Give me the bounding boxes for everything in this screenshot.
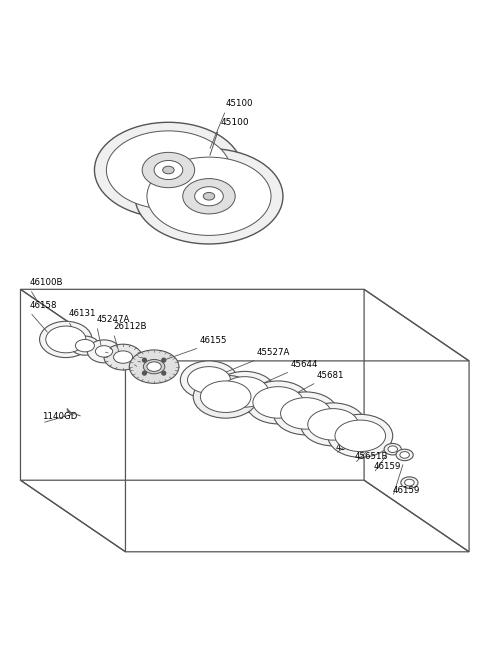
Circle shape (162, 371, 166, 375)
Ellipse shape (147, 362, 161, 371)
Text: 46158: 46158 (30, 301, 58, 310)
Circle shape (162, 358, 166, 362)
Ellipse shape (300, 403, 365, 446)
Ellipse shape (142, 153, 195, 188)
Circle shape (143, 358, 146, 362)
Polygon shape (95, 170, 283, 196)
Text: 46155: 46155 (199, 336, 227, 345)
Text: 45247A: 45247A (97, 314, 130, 324)
Text: 45577A: 45577A (336, 443, 369, 451)
Ellipse shape (214, 371, 276, 413)
Ellipse shape (144, 360, 165, 374)
Text: 45100: 45100 (221, 118, 250, 127)
Text: 46100B: 46100B (30, 278, 63, 287)
Ellipse shape (71, 336, 99, 355)
Ellipse shape (253, 386, 303, 418)
Ellipse shape (75, 339, 95, 352)
Ellipse shape (200, 381, 251, 413)
Text: 46159: 46159 (393, 485, 420, 495)
Text: 45527A: 45527A (257, 348, 290, 357)
Ellipse shape (193, 375, 258, 418)
Ellipse shape (281, 398, 331, 429)
Text: 46159: 46159 (373, 462, 401, 471)
Ellipse shape (308, 409, 359, 440)
Ellipse shape (129, 350, 179, 383)
Ellipse shape (405, 479, 414, 486)
Ellipse shape (96, 346, 113, 357)
Circle shape (143, 371, 146, 375)
Text: 1140GD: 1140GD (42, 411, 77, 421)
Ellipse shape (46, 326, 86, 353)
Text: 26112B: 26112B (114, 322, 147, 331)
Ellipse shape (180, 361, 238, 399)
Ellipse shape (147, 157, 271, 235)
Ellipse shape (154, 160, 183, 179)
Ellipse shape (401, 477, 418, 489)
Ellipse shape (104, 345, 142, 370)
Ellipse shape (87, 340, 120, 363)
Ellipse shape (39, 322, 92, 358)
Text: 45681: 45681 (316, 371, 344, 380)
Ellipse shape (384, 443, 401, 455)
Text: 45651B: 45651B (355, 452, 388, 461)
Text: 45643C: 45643C (206, 381, 240, 390)
Ellipse shape (246, 381, 311, 424)
Ellipse shape (274, 392, 338, 435)
Ellipse shape (95, 122, 242, 217)
Ellipse shape (188, 367, 230, 394)
Ellipse shape (203, 193, 215, 200)
Text: 45644: 45644 (290, 360, 318, 369)
Ellipse shape (400, 451, 409, 458)
Ellipse shape (388, 446, 397, 453)
Text: 46131: 46131 (68, 309, 96, 318)
Ellipse shape (107, 131, 230, 209)
Ellipse shape (135, 149, 283, 244)
Ellipse shape (328, 415, 393, 457)
Ellipse shape (114, 351, 132, 364)
Ellipse shape (335, 420, 385, 451)
Ellipse shape (221, 377, 269, 407)
Text: 45100: 45100 (226, 99, 253, 108)
Ellipse shape (195, 187, 223, 206)
Ellipse shape (396, 449, 413, 460)
Ellipse shape (163, 166, 174, 174)
Ellipse shape (183, 179, 235, 214)
